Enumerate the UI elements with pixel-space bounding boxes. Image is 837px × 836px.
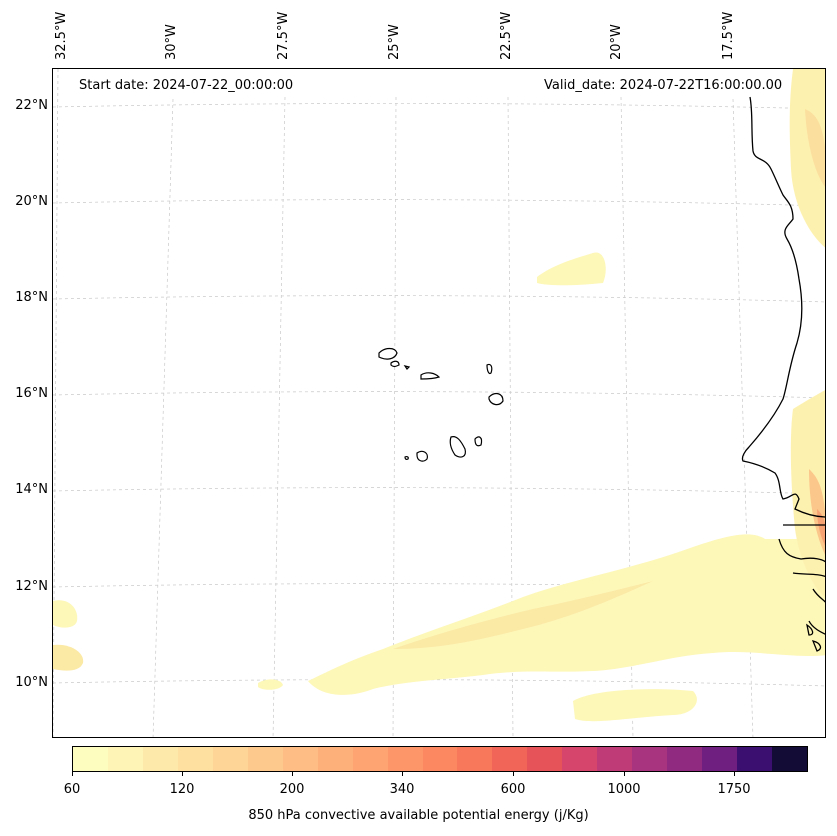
lat-label-16n: 16°N xyxy=(15,386,48,401)
lon-label-25w: 25°W xyxy=(387,24,402,60)
lat-label-18n: 18°N xyxy=(15,290,48,305)
cb-tickmark-60 xyxy=(72,772,73,776)
cape-patch-west-1 xyxy=(53,600,78,628)
island-santiago xyxy=(449,436,466,458)
colorbar-segment xyxy=(177,747,213,771)
colorbar-segment xyxy=(772,747,808,771)
island-sao-vicente xyxy=(390,360,400,368)
lon-label-17-5w: 17.5°W xyxy=(721,11,736,60)
colorbar-segment xyxy=(422,747,458,771)
cb-tickmark-200 xyxy=(292,772,293,776)
cape-patch-west-2 xyxy=(53,644,84,671)
island-santa-luzia xyxy=(403,365,411,370)
island-maio xyxy=(474,436,483,447)
island-sao-nicolau xyxy=(420,372,441,380)
colorbar-segment xyxy=(73,747,108,771)
island-santo-antao xyxy=(378,347,398,360)
lon-label-20w: 20°W xyxy=(609,24,624,60)
cape-coast-north-inner xyxy=(805,109,825,187)
cb-tickmark-340 xyxy=(402,772,403,776)
cape-band-south-inner xyxy=(393,581,653,649)
island-fogo xyxy=(416,450,428,462)
cape-patch-tiny xyxy=(258,679,283,690)
lat-label-10n: 10°N xyxy=(15,675,48,690)
lat-label-14n: 14°N xyxy=(15,482,48,497)
start-date-label: Start date: 2024-07-22_00:00:00 xyxy=(79,78,294,93)
map-frame xyxy=(52,68,826,738)
colorbar-segment xyxy=(317,747,353,771)
island-boa-vista xyxy=(488,392,504,406)
cb-tick-1750: 1750 xyxy=(717,782,751,797)
valid-date-label: Valid_date: 2024-07-22T16:00:00.00 xyxy=(544,78,783,93)
cb-tick-60: 60 xyxy=(63,782,81,797)
cb-tickmark-600 xyxy=(513,772,514,776)
lon-label-27-5w: 27.5°W xyxy=(276,11,291,60)
coastline xyxy=(741,96,825,652)
island-brava xyxy=(404,456,409,460)
coastline-west-africa xyxy=(741,96,825,635)
colorbar-label: 850 hPa convective available potential e… xyxy=(248,808,589,823)
cape-coast-north xyxy=(789,69,825,248)
cb-tick-120: 120 xyxy=(169,782,195,797)
cape-coast-senegal-core xyxy=(817,509,825,546)
cb-tick-1000: 1000 xyxy=(607,782,641,797)
colorbar-segment xyxy=(527,747,563,771)
cb-tickmark-120 xyxy=(182,772,183,776)
cape-field xyxy=(53,69,825,722)
colorbar xyxy=(72,746,808,772)
colorbar-segment xyxy=(667,747,703,771)
colorbar-segment xyxy=(387,747,423,771)
colorbar-segment xyxy=(457,747,493,771)
colorbar-segment xyxy=(632,747,668,771)
lon-label-32-5w: 32.5°W xyxy=(54,11,69,60)
lon-label-22-5w: 22.5°W xyxy=(499,11,514,60)
cb-tickmark-1750 xyxy=(734,772,735,776)
colorbar-segment xyxy=(492,747,528,771)
lon-label-30w: 30°W xyxy=(164,24,179,60)
colorbar-segment xyxy=(702,747,738,771)
colorbar-segment xyxy=(282,747,318,771)
coastline-islands-bissau xyxy=(806,623,822,652)
colorbar-segment xyxy=(142,747,178,771)
cape-patch-north xyxy=(537,252,606,286)
island-sal xyxy=(486,363,493,375)
cb-tickmark-1000 xyxy=(624,772,625,776)
cape-verde-islands xyxy=(378,347,504,462)
lat-label-12n: 12°N xyxy=(15,579,48,594)
cb-tick-200: 200 xyxy=(279,782,305,797)
colorbar-segment xyxy=(247,747,283,771)
cb-tick-600: 600 xyxy=(500,782,526,797)
colorbar-segment xyxy=(352,747,388,771)
lat-label-20n: 20°N xyxy=(15,194,48,209)
colorbar-segment xyxy=(737,747,773,771)
colorbar-segment xyxy=(212,747,248,771)
colorbar-segment xyxy=(597,747,633,771)
map-canvas xyxy=(53,69,825,737)
cape-patch-south-small xyxy=(573,689,697,722)
lat-label-22n: 22°N xyxy=(15,98,48,113)
colorbar-segment xyxy=(107,747,143,771)
colorbar-segment xyxy=(562,747,598,771)
cb-tick-340: 340 xyxy=(389,782,415,797)
cape-coast-senegal xyxy=(790,390,825,598)
